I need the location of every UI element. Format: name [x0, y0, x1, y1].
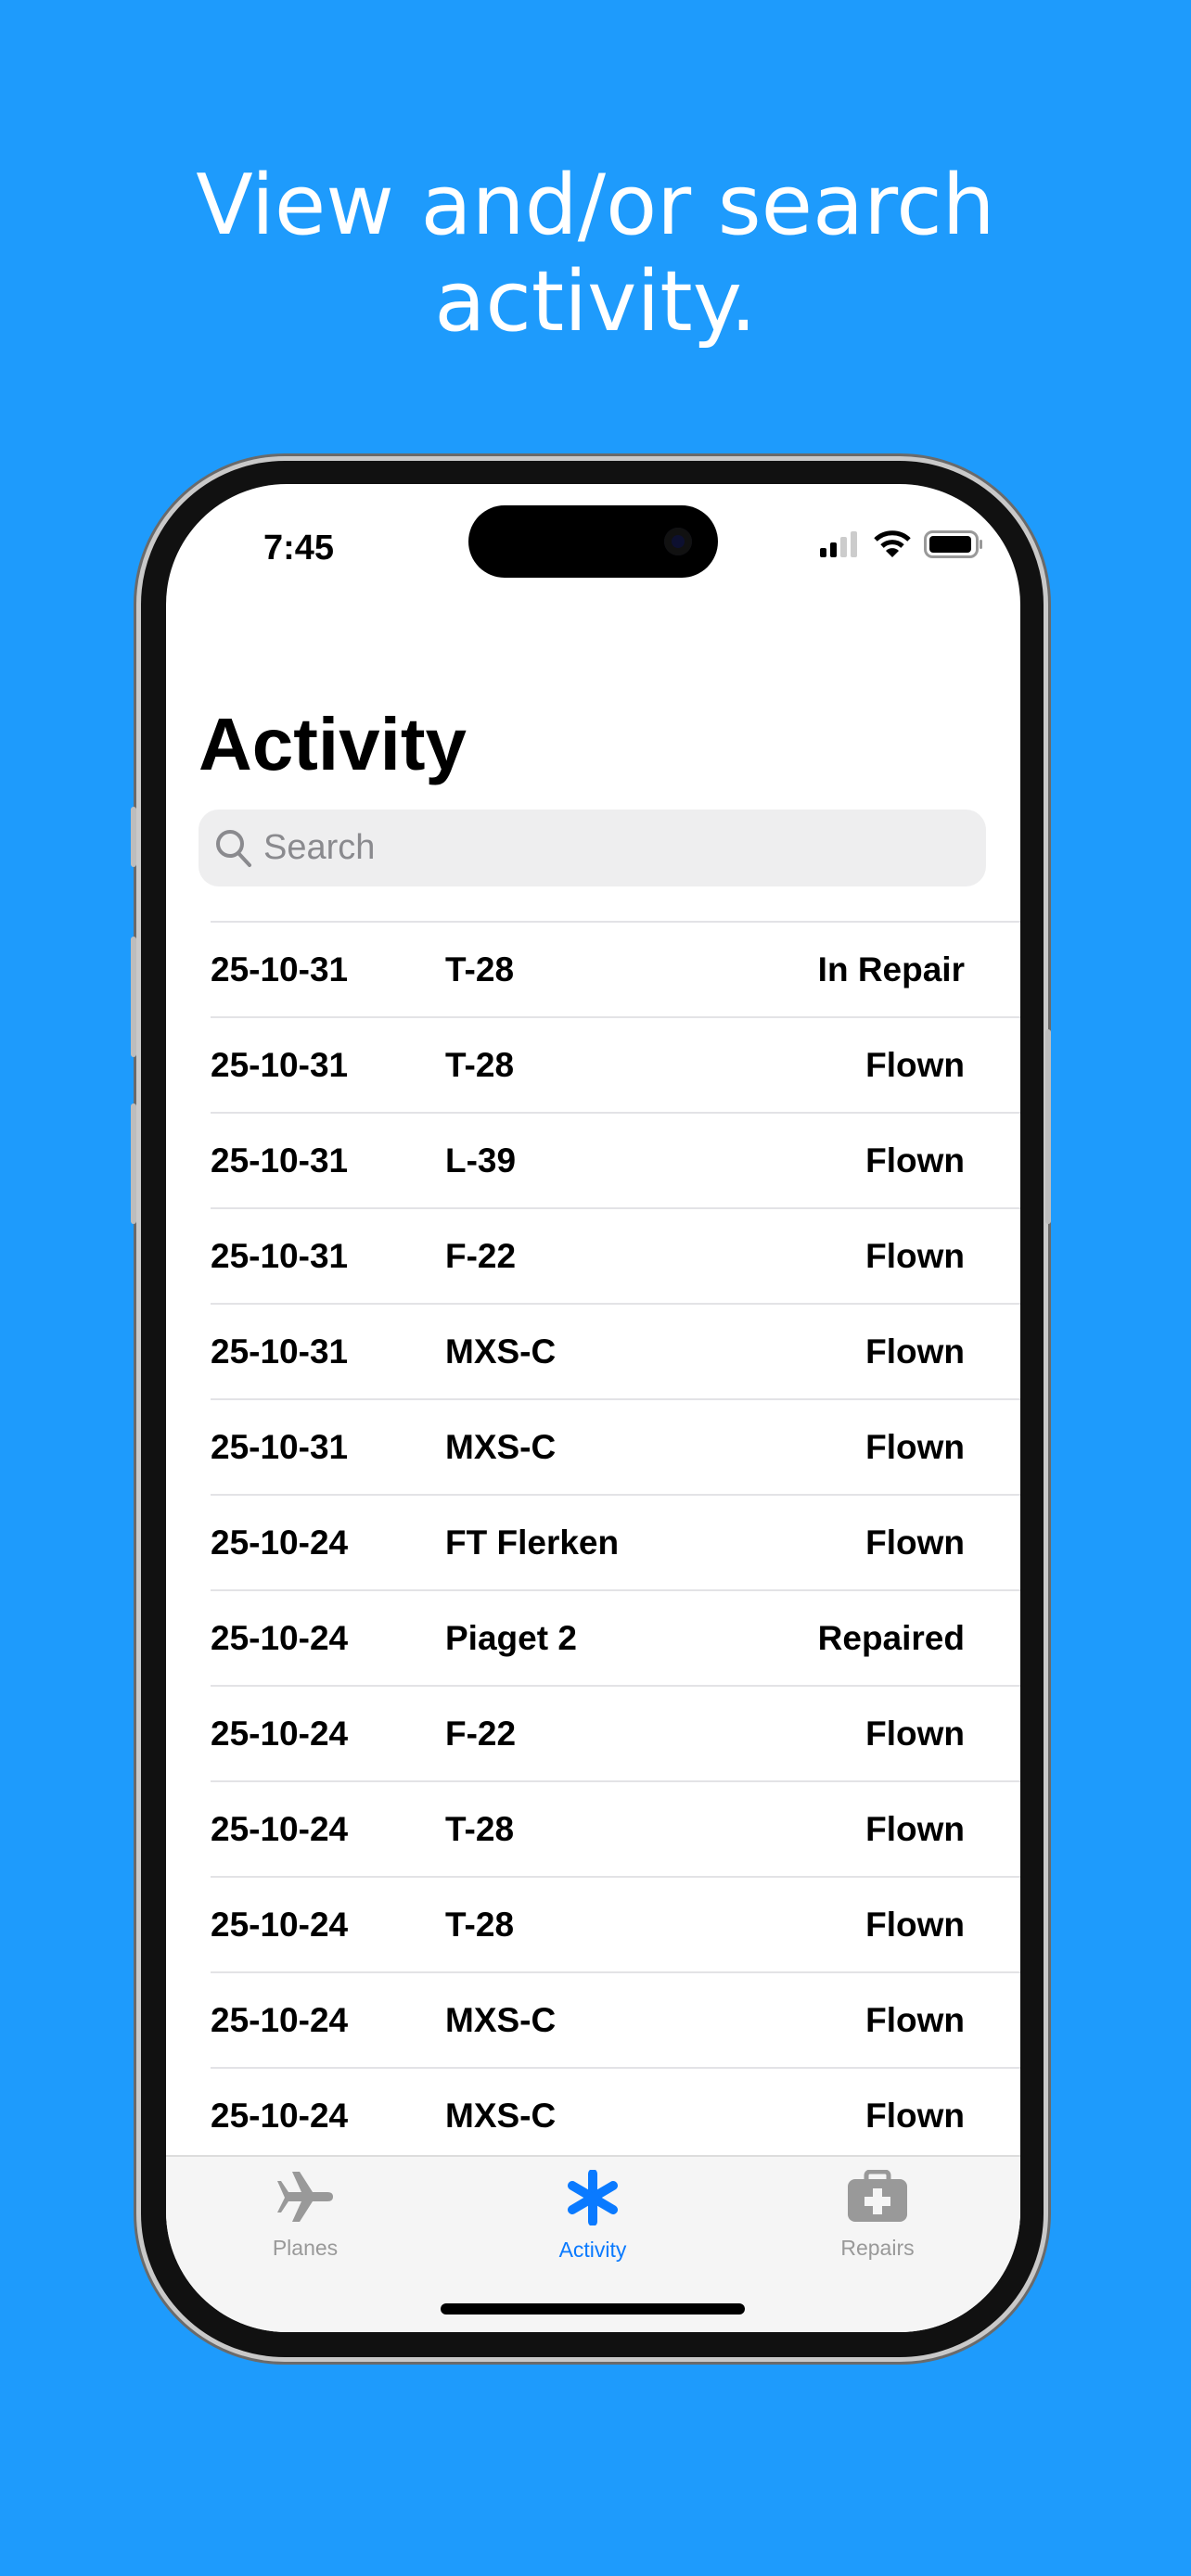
table-row[interactable]: 25-10-31 F-22 Flown	[211, 1207, 1020, 1303]
status-cell: Flown	[865, 1141, 965, 1180]
marketing-headline: View and/or search activity.	[0, 158, 1191, 351]
date-cell: 25-10-24	[211, 2097, 349, 2135]
date-cell: 25-10-31	[211, 1333, 349, 1371]
plane-cell: T-28	[445, 1046, 515, 1084]
date-cell: 25-10-24	[211, 1906, 349, 1944]
headline-line-1: View and/or search	[196, 157, 995, 254]
tab-label: Repairs	[840, 2236, 915, 2260]
tab-activity[interactable]: Activity	[500, 2169, 685, 2263]
date-cell: 25-10-24	[211, 1619, 349, 1657]
date-cell: 25-10-24	[211, 1810, 349, 1848]
search-input[interactable]: Search	[198, 810, 986, 886]
volume-up-button	[131, 937, 136, 1057]
date-cell: 25-10-31	[211, 1046, 349, 1084]
table-row[interactable]: 25-10-24 T-28 Flown	[211, 1876, 1020, 1971]
status-cell: Flown	[865, 1428, 965, 1466]
airplane-icon	[277, 2172, 333, 2222]
status-cell: Flown	[865, 1524, 965, 1562]
tab-bar: Planes Activity Repairs	[166, 2155, 1020, 2332]
status-time: 7:45	[263, 529, 335, 567]
asterisk-icon	[568, 2169, 618, 2226]
table-row[interactable]: 25-10-24 MXS-C Flown	[211, 2067, 1020, 2162]
side-button	[1045, 1029, 1051, 1224]
plane-cell: MXS-C	[445, 2001, 557, 2039]
status-cell: Flown	[865, 1906, 965, 1944]
table-row[interactable]: 25-10-24 FT Flerken Flown	[211, 1494, 1020, 1589]
date-cell: 25-10-31	[211, 1428, 349, 1466]
status-cell: Flown	[865, 2001, 965, 2039]
plane-cell: F-22	[445, 1237, 517, 1275]
tab-planes[interactable]: Planes	[212, 2170, 398, 2261]
plane-cell: L-39	[445, 1141, 517, 1180]
tab-label: Planes	[272, 2236, 339, 2260]
table-row[interactable]: 25-10-31 T-28 In Repair	[211, 921, 1020, 1016]
date-cell: 25-10-31	[211, 950, 349, 988]
dynamic-island	[468, 505, 718, 578]
plane-cell: T-28	[445, 1906, 515, 1944]
plane-cell: Piaget 2	[445, 1619, 577, 1657]
plane-cell: MXS-C	[445, 2097, 557, 2135]
headline-line-2: activity.	[434, 253, 757, 351]
cellular-signal-icon	[820, 531, 857, 557]
table-row[interactable]: 25-10-31 MXS-C Flown	[211, 1398, 1020, 1494]
date-cell: 25-10-31	[211, 1141, 349, 1180]
table-row[interactable]: 25-10-31 L-39 Flown	[211, 1112, 1020, 1207]
table-row[interactable]: 25-10-24 F-22 Flown	[211, 1685, 1020, 1780]
search-placeholder: Search	[263, 828, 376, 867]
phone-screen: 7:45 Activity Search 25-10-31 T-28 In Repa…	[166, 484, 1020, 2332]
date-cell: 25-10-24	[211, 1524, 349, 1562]
plane-cell: T-28	[445, 1810, 515, 1848]
status-cell: Flown	[865, 1046, 965, 1084]
status-cell: Repaired	[817, 1619, 965, 1657]
status-cell: In Repair	[817, 950, 965, 988]
home-indicator[interactable]	[441, 2303, 745, 2315]
status-cell: Flown	[865, 2097, 965, 2135]
medical-kit-icon	[848, 2169, 907, 2222]
status-cell: Flown	[865, 1715, 965, 1753]
volume-down-button	[131, 1103, 136, 1224]
plane-cell: MXS-C	[445, 1333, 557, 1371]
camera-icon	[664, 528, 692, 555]
table-row[interactable]: 25-10-24 Piaget 2 Repaired	[211, 1589, 1020, 1685]
tab-label: Activity	[558, 2238, 627, 2262]
date-cell: 25-10-24	[211, 2001, 349, 2039]
plane-cell: F-22	[445, 1715, 517, 1753]
action-button	[131, 807, 136, 867]
plane-cell: MXS-C	[445, 1428, 557, 1466]
battery-icon	[924, 530, 982, 558]
table-row[interactable]: 25-10-24 T-28 Flown	[211, 1780, 1020, 1876]
table-row[interactable]: 25-10-31 T-28 Flown	[211, 1016, 1020, 1112]
activity-list[interactable]: 25-10-31 T-28 In Repair 25-10-31 T-28 Flown 25…	[166, 921, 1020, 2162]
status-cell: Flown	[865, 1237, 965, 1275]
date-cell: 25-10-31	[211, 1237, 349, 1275]
tab-repairs[interactable]: Repairs	[785, 2169, 970, 2261]
status-cell: Flown	[865, 1333, 965, 1371]
status-icons	[820, 530, 983, 558]
date-cell: 25-10-24	[211, 1715, 349, 1753]
wifi-icon	[874, 530, 911, 557]
plane-cell: FT Flerken	[445, 1524, 620, 1562]
page-title: Activity	[198, 703, 467, 785]
plane-cell: T-28	[445, 950, 515, 988]
status-cell: Flown	[865, 1810, 965, 1848]
table-row[interactable]: 25-10-31 MXS-C Flown	[211, 1303, 1020, 1398]
table-row[interactable]: 25-10-24 MXS-C Flown	[211, 1971, 1020, 2067]
search-icon	[216, 829, 251, 867]
